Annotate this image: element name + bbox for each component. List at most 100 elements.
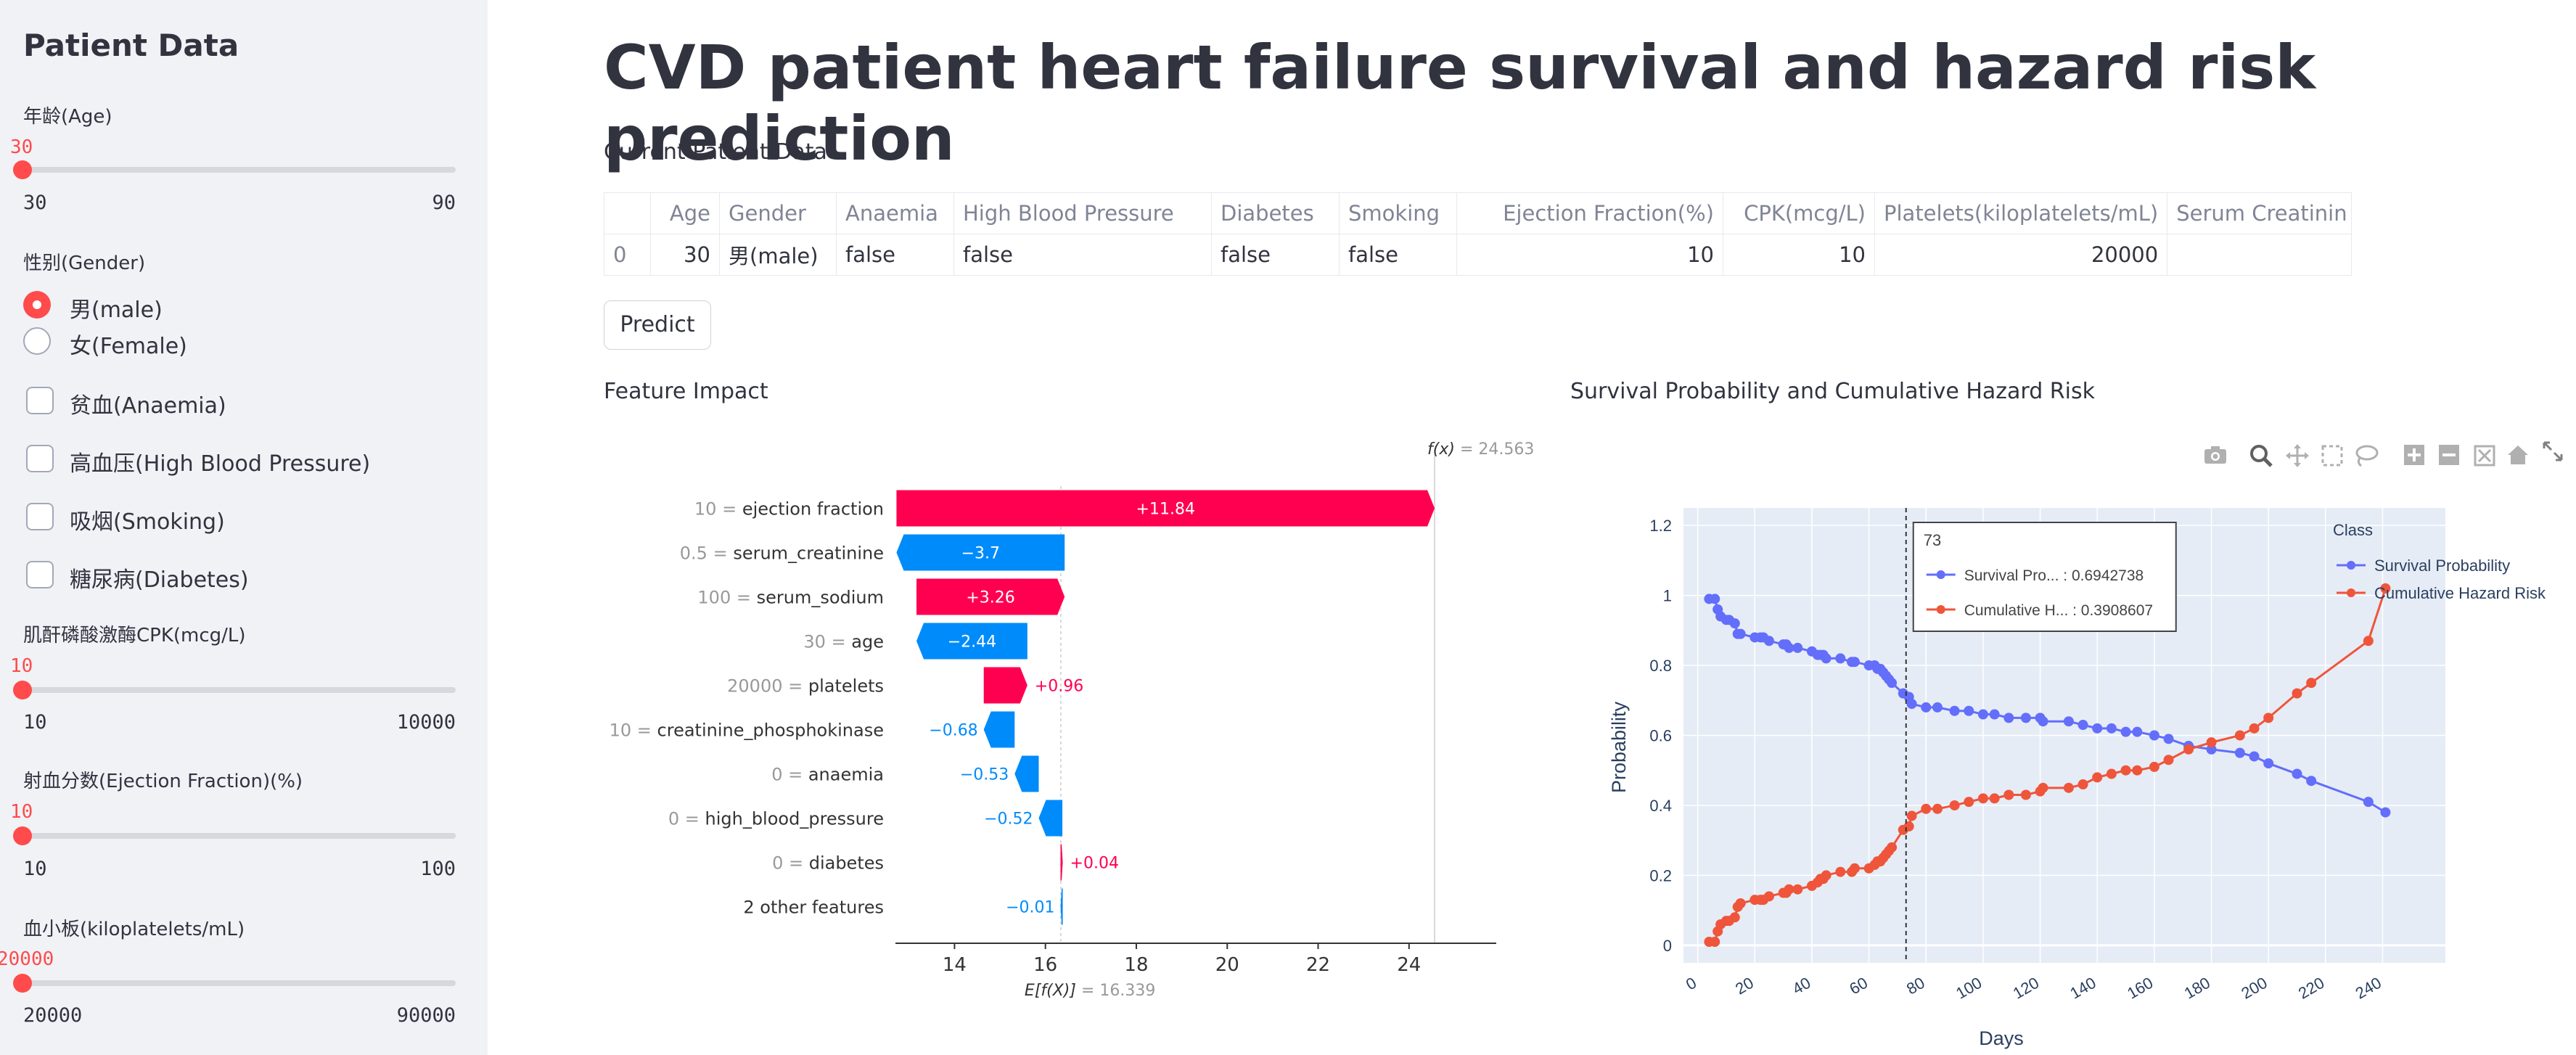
- hazard-point[interactable]: [1949, 800, 1960, 810]
- survival-point[interactable]: [2063, 716, 2074, 727]
- ejection-slider-track[interactable]: [23, 833, 456, 839]
- survival-point[interactable]: [1792, 642, 1803, 653]
- hazard-point[interactable]: [1784, 884, 1794, 895]
- zoom-icon[interactable]: [2249, 444, 2273, 473]
- high-blood-pressure-checkbox[interactable]: [26, 445, 54, 472]
- diabetes-checkbox[interactable]: [26, 561, 54, 588]
- survival-point[interactable]: [1821, 653, 1831, 664]
- survival-point[interactable]: [1887, 678, 1898, 689]
- survival-point[interactable]: [2263, 758, 2274, 769]
- hazard-point[interactable]: [2092, 772, 2103, 783]
- anaemia-label[interactable]: 贫血(Anaemia): [70, 393, 226, 419]
- survival-point[interactable]: [1964, 705, 1974, 716]
- survival-point[interactable]: [1921, 702, 1932, 713]
- survival-point[interactable]: [1729, 618, 1740, 629]
- legend-label-hazard[interactable]: Cumulative Hazard Risk: [2374, 584, 2546, 602]
- hazard-point[interactable]: [1792, 884, 1803, 895]
- gender-male-label[interactable]: 男(male): [70, 297, 163, 323]
- hazard-point[interactable]: [2249, 723, 2260, 734]
- survival-point[interactable]: [2234, 747, 2245, 758]
- survival-point[interactable]: [1835, 653, 1846, 664]
- hazard-point[interactable]: [1729, 912, 1740, 923]
- hazard-point[interactable]: [1932, 803, 1943, 814]
- zoom-out-icon[interactable]: [2438, 444, 2460, 472]
- cpk-slider-track[interactable]: [23, 687, 456, 693]
- survival-point[interactable]: [2092, 723, 2103, 734]
- ejection-slider-thumb[interactable]: [13, 826, 32, 845]
- zoom-in-icon[interactable]: [2403, 444, 2425, 472]
- gender-male-radio[interactable]: [23, 291, 51, 319]
- legend-label-survival[interactable]: Survival Probability: [2374, 557, 2510, 575]
- hazard-point[interactable]: [1835, 866, 1846, 877]
- anaemia-checkbox[interactable]: [26, 387, 54, 414]
- survival-point[interactable]: [1710, 594, 1720, 604]
- survival-point[interactable]: [2380, 807, 2391, 818]
- survival-point[interactable]: [2132, 726, 2143, 737]
- home-icon[interactable]: [2506, 444, 2530, 472]
- survival-point[interactable]: [1906, 699, 1917, 710]
- predict-button[interactable]: Predict: [604, 300, 711, 350]
- hazard-point[interactable]: [2120, 765, 2131, 776]
- survival-point[interactable]: [1977, 709, 1988, 720]
- survival-point[interactable]: [1784, 642, 1794, 653]
- survival-point[interactable]: [2106, 723, 2117, 734]
- survival-point[interactable]: [1735, 628, 1746, 639]
- hazard-point[interactable]: [2063, 782, 2074, 793]
- hazard-point[interactable]: [2306, 678, 2317, 689]
- hazard-point[interactable]: [2106, 768, 2117, 779]
- platelets-slider-track[interactable]: [23, 980, 456, 986]
- hazard-point[interactable]: [1977, 793, 1988, 804]
- gender-female-label[interactable]: 女(Female): [70, 334, 187, 359]
- diabetes-label[interactable]: 糖尿病(Diabetes): [70, 567, 249, 593]
- survival-point[interactable]: [1932, 702, 1943, 713]
- survival-point[interactable]: [2206, 744, 2217, 755]
- hazard-point[interactable]: [2380, 583, 2391, 594]
- hazard-point[interactable]: [2363, 636, 2374, 646]
- hazard-point[interactable]: [1710, 937, 1720, 948]
- hazard-point[interactable]: [1921, 803, 1932, 814]
- smoking-label[interactable]: 吸烟(Smoking): [70, 509, 225, 535]
- hazard-point[interactable]: [1989, 793, 2000, 804]
- hazard-point[interactable]: [1821, 870, 1831, 881]
- box-select-icon[interactable]: [2321, 444, 2344, 473]
- age-slider-thumb[interactable]: [13, 160, 32, 179]
- gender-female-radio[interactable]: [23, 327, 51, 355]
- hazard-point[interactable]: [2149, 761, 2159, 772]
- hazard-point[interactable]: [2292, 688, 2302, 699]
- hazard-point[interactable]: [2163, 755, 2174, 765]
- hazard-point[interactable]: [2206, 737, 2217, 748]
- hazard-point[interactable]: [1735, 898, 1746, 909]
- smoking-checkbox[interactable]: [26, 503, 54, 530]
- pan-icon[interactable]: [2286, 444, 2309, 473]
- survival-point[interactable]: [2363, 797, 2374, 808]
- high-blood-pressure-label[interactable]: 高血压(High Blood Pressure): [70, 451, 371, 477]
- hazard-point[interactable]: [1887, 842, 1898, 853]
- platelets-slider-thumb[interactable]: [13, 974, 32, 993]
- hazard-point[interactable]: [2077, 779, 2088, 790]
- hazard-point[interactable]: [1964, 797, 1974, 808]
- survival-point[interactable]: [2077, 720, 2088, 731]
- hazard-point[interactable]: [1906, 810, 1917, 821]
- autoscale-icon[interactable]: [2473, 444, 2496, 473]
- hazard-point[interactable]: [1849, 863, 1860, 874]
- hazard-point[interactable]: [2234, 730, 2245, 741]
- survival-point[interactable]: [1849, 657, 1860, 668]
- fullscreen-icon[interactable]: [2541, 440, 2564, 469]
- camera-icon[interactable]: [2203, 444, 2228, 472]
- lasso-select-icon[interactable]: [2354, 444, 2379, 473]
- hazard-point[interactable]: [2132, 765, 2143, 776]
- survival-point[interactable]: [2038, 716, 2048, 727]
- survival-point[interactable]: [2120, 726, 2131, 737]
- hazard-point[interactable]: [2183, 744, 2194, 755]
- age-slider-track[interactable]: [23, 167, 456, 173]
- survival-point[interactable]: [2163, 734, 2174, 744]
- cpk-slider-thumb[interactable]: [13, 681, 32, 699]
- hazard-point[interactable]: [2038, 782, 2048, 793]
- hazard-point[interactable]: [2020, 789, 2031, 800]
- survival-point[interactable]: [2249, 751, 2260, 762]
- survival-point[interactable]: [2306, 776, 2317, 787]
- survival-point[interactable]: [2003, 713, 2014, 723]
- survival-point[interactable]: [2020, 713, 2031, 723]
- hazard-point[interactable]: [1763, 891, 1774, 902]
- survival-point[interactable]: [1989, 709, 2000, 720]
